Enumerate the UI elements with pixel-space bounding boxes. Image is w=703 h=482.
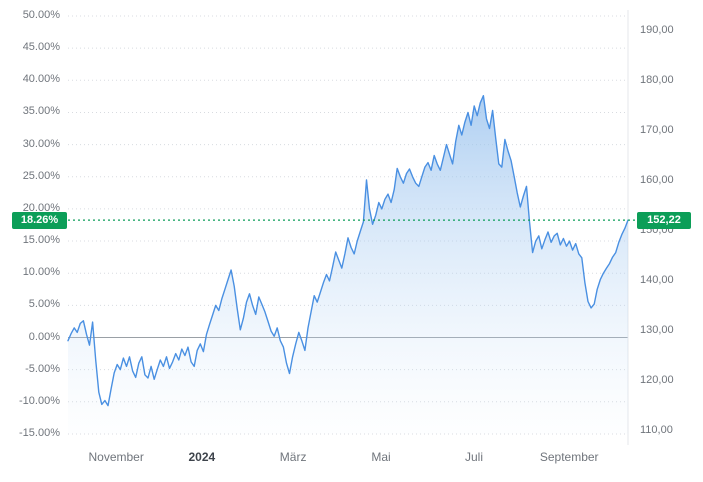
price-line [67, 95, 629, 407]
right-axis-label: 120,00 [640, 374, 674, 387]
x-axis-label: Mai [371, 450, 391, 464]
x-axis-label: März [279, 450, 307, 464]
left-axis-label: 25.00% [22, 169, 60, 182]
right-axis-label: 160,00 [640, 174, 674, 187]
left-axis-label: 30.00% [22, 137, 60, 150]
price-area [68, 95, 628, 434]
x-axis-label: November [88, 450, 144, 464]
left-axis-label: 0.00% [28, 330, 60, 343]
left-axis-label: 10.00% [22, 266, 60, 279]
left-axis-label: -5.00% [25, 362, 60, 375]
right-axis-label: 140,00 [640, 274, 674, 287]
left-axis-label: -15.00% [19, 426, 60, 439]
right-axis-label: 180,00 [640, 74, 674, 87]
current-price-badge: 152,22 [637, 211, 691, 229]
left-axis-label: 5.00% [28, 298, 60, 311]
right-axis-label: 190,00 [640, 24, 674, 37]
left-axis-label: 35.00% [22, 105, 60, 118]
x-axis-label: September [539, 450, 599, 464]
left-axis-label: 20.00% [22, 201, 60, 214]
right-axis-label: 130,00 [640, 324, 674, 337]
left-axis-label: 50.00% [22, 9, 60, 21]
left-axis-label: 45.00% [22, 41, 60, 54]
left-axis-label: 15.00% [22, 234, 60, 247]
x-axis-label: Juli [464, 450, 484, 464]
right-axis-label: 170,00 [640, 124, 674, 137]
right-axis-label: 110,00 [640, 424, 673, 436]
x-axis-label: 2024 [188, 450, 216, 464]
left-axis-label: 40.00% [22, 73, 60, 86]
current-percent-badge: 18.26% [12, 211, 67, 229]
left-axis-label: -10.00% [19, 394, 60, 407]
